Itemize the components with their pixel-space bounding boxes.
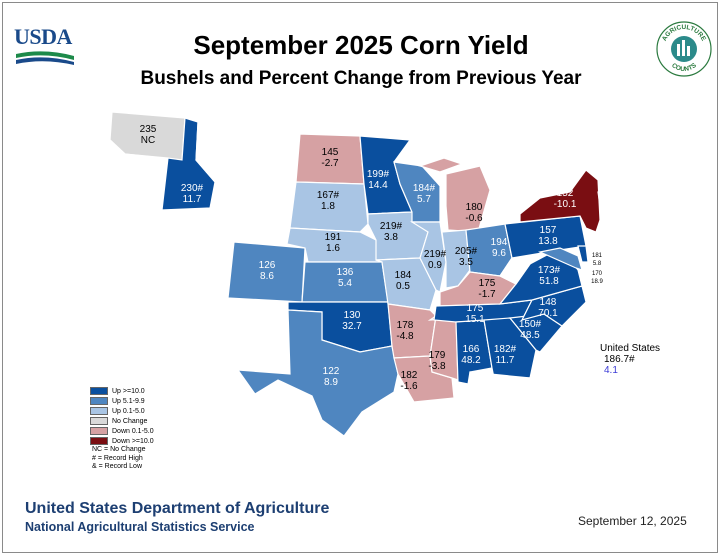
legend-label: Up 0.1-5.0 xyxy=(112,407,145,415)
label-KS: 136 5.4 xyxy=(337,267,354,289)
label-IA: 219# 3.8 xyxy=(380,221,403,243)
state-NY xyxy=(519,169,601,233)
label-MI: 180 -0.6 xyxy=(465,202,483,224)
state-labels: 235 NC 230# 11.7 145 -2.7 167# 1.8 191 1.6 12… xyxy=(140,124,604,392)
legend-label: Down >=10.0 xyxy=(112,437,154,445)
label-NC: 148 70.1 xyxy=(538,297,558,319)
legend-notes: NC = No Change # = Record High & = Record … xyxy=(92,446,146,472)
svg-text:COUNTS: COUNTS xyxy=(670,62,698,73)
legend-item: No Change xyxy=(90,416,154,426)
label-SC: 150# 48.5 xyxy=(519,319,542,341)
legend-item: Down 0.1-5.0 xyxy=(90,426,154,436)
label-WI: 184# 5.7 xyxy=(413,183,436,205)
label-IL: 219# 0.9 xyxy=(424,249,447,271)
legend-swatch xyxy=(90,387,108,395)
label-SD: 167# 1.8 xyxy=(317,190,340,212)
label-MN: 199# 14.4 xyxy=(367,169,390,191)
label-GA: 182# 11.7 xyxy=(494,344,517,366)
label-NY: 152 -10.1 xyxy=(554,188,577,210)
label-AR: 178 -4.8 xyxy=(396,320,414,342)
state-NM xyxy=(219,299,293,375)
label-WA: 235 NC xyxy=(140,124,157,146)
legend-item: Down >=10.0 xyxy=(90,436,154,446)
legend-note: NC = No Change xyxy=(92,446,146,453)
state-ME xyxy=(603,119,641,180)
state-DE xyxy=(577,245,589,263)
label-TN: 175 15.1 xyxy=(465,303,485,325)
legend-swatch xyxy=(90,437,108,445)
legend-item: Up >=10.0 xyxy=(90,386,154,396)
page-subtitle: Bushels and Percent Change from Previous… xyxy=(140,68,582,89)
label-ID: 230# 11.7 xyxy=(181,183,204,205)
label-KY: 175 -1.7 xyxy=(478,278,496,300)
legend-swatch xyxy=(90,427,108,435)
legend-note: # = Record High xyxy=(92,454,143,462)
state-FL xyxy=(469,371,565,454)
label-VA: 173# 51.8 xyxy=(538,265,561,287)
label-MD: 181 5.8 xyxy=(592,253,603,267)
state-MA xyxy=(599,177,630,191)
state-WY xyxy=(217,185,291,245)
legend-label: No Change xyxy=(112,417,148,425)
label-OK: 130 32.7 xyxy=(342,310,362,332)
legend-swatch xyxy=(90,407,108,415)
label-DE: 170 18.9 xyxy=(591,271,603,285)
label-OH: 194 9.6 xyxy=(491,237,508,259)
us-total-label: United States xyxy=(600,343,661,354)
label-IN: 205# 3.5 xyxy=(455,246,478,268)
legend-swatch xyxy=(90,417,108,425)
label-LA: 182 -1.6 xyxy=(400,370,418,392)
label-TX: 122 8.9 xyxy=(323,366,340,388)
usda-logo: USDA xyxy=(14,24,76,66)
agriculture-counts-seal: AGRICULTURE COUNTS xyxy=(655,20,713,78)
footer-service: National Agricultural Statistics Service xyxy=(25,520,255,534)
us-total: United States 186.7# 4.1 xyxy=(600,343,660,376)
state-RI xyxy=(611,189,619,203)
footer-date: September 12, 2025 xyxy=(578,514,687,528)
legend: Up >=10.0 Up 5.1-9.9 Up 0.1-5.0 No Change Do… xyxy=(90,386,154,446)
state-CT xyxy=(597,189,613,207)
usda-logo-text: USDA xyxy=(14,24,72,49)
state-SD xyxy=(289,181,369,233)
label-PA: 157 13.8 xyxy=(538,225,558,247)
seal-icon: AGRICULTURE COUNTS xyxy=(656,21,712,77)
page-title: September 2025 Corn Yield xyxy=(193,30,529,60)
label-MO: 184 0.5 xyxy=(395,270,412,292)
us-total-yield: 186.7# xyxy=(604,354,635,365)
state-MD xyxy=(538,247,583,271)
legend-swatch xyxy=(90,397,108,405)
state-TX xyxy=(236,309,399,437)
label-AL: 166 48.2 xyxy=(461,344,481,366)
footer-agency: United States Department of Agriculture xyxy=(25,500,330,517)
label-NE: 191 1.6 xyxy=(325,232,342,254)
state-IL xyxy=(409,221,447,293)
us-total-change: 4.1 xyxy=(604,365,618,376)
label-CO: 126 8.6 xyxy=(259,260,276,282)
label-MS: 179 -3.8 xyxy=(428,350,446,372)
state-AZ xyxy=(167,291,229,369)
legend-label: Up 5.1-9.9 xyxy=(112,397,145,405)
legend-label: Down 0.1-5.0 xyxy=(112,427,154,435)
legend-label: Up >=10.0 xyxy=(112,387,145,395)
usda-swoosh-icon xyxy=(16,51,74,65)
legend-item: Up 0.1-5.0 xyxy=(90,406,154,416)
legend-note: & = Record Low xyxy=(92,463,142,470)
label-ND: 145 -2.7 xyxy=(321,147,339,169)
legend-item: Up 5.1-9.9 xyxy=(90,396,154,406)
